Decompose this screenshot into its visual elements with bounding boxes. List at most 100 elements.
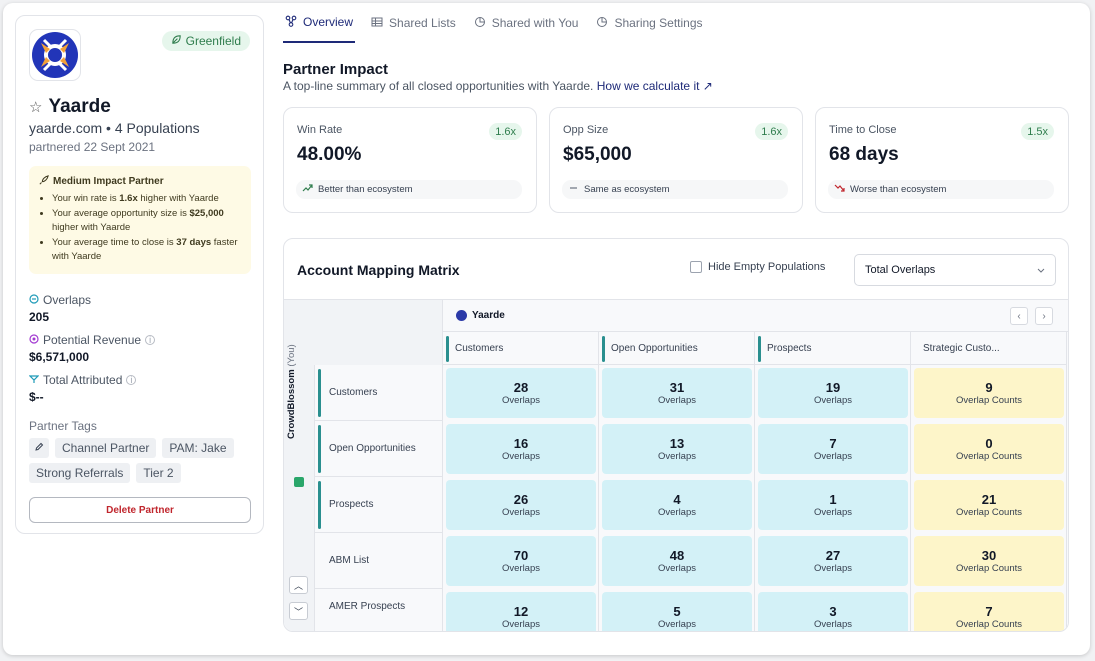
trend-down-icon <box>834 184 845 195</box>
info-icon[interactable]: i <box>145 335 156 345</box>
revenue-icon <box>29 333 39 347</box>
attributed-icon <box>28 373 40 387</box>
metric-select-value: Total Overlaps <box>865 264 936 276</box>
partner-domain-line: yaarde.com • 4 Populations <box>29 120 200 136</box>
tag-pam-jake[interactable]: PAM: Jake <box>162 438 234 458</box>
partnered-date: partnered 22 Sept 2021 <box>29 140 156 154</box>
row-header-open-opportunities: Open Opportunities <box>315 421 443 477</box>
matrix-cell[interactable]: 7 Overlap Counts <box>914 592 1064 631</box>
tab-shared-with-you[interactable]: Shared with You <box>472 3 581 43</box>
delete-partner-button[interactable]: Delete Partner <box>29 497 251 523</box>
row-header-customers: Customers <box>315 365 443 421</box>
overlap-label: Overlaps <box>657 562 696 574</box>
your-company-mini-logo <box>294 477 304 487</box>
tag-tier-2[interactable]: Tier 2 <box>136 463 181 483</box>
hide-empty-populations[interactable]: Hide Empty Populations <box>690 261 825 273</box>
overlap-label: Overlaps <box>501 562 540 574</box>
matrix-cell[interactable]: 1 Overlaps <box>758 480 908 530</box>
tab-shared-lists[interactable]: Shared Lists <box>369 3 458 43</box>
impact-title: Medium Impact Partner <box>39 175 241 188</box>
impact-bullet-win-rate: Your win rate is 1.6x higher with Yaarde <box>52 192 241 207</box>
overlap-count: 31 <box>669 379 685 395</box>
chevron-up-icon: ︿ <box>293 580 303 591</box>
your-populations-side: CrowdBlossom (You) ︿ ﹀ <box>284 344 315 631</box>
overlap-label: Overlaps <box>813 450 852 462</box>
stat-card-opp-size: Opp Size 1.6x $65,000 Same as ecosystem <box>549 107 803 213</box>
matrix-cell[interactable]: 4 Overlaps <box>602 480 752 530</box>
pencil-icon <box>34 441 44 455</box>
matrix-cell[interactable]: 7 Overlaps <box>758 424 908 474</box>
matrix-cell[interactable]: 70 Overlaps <box>446 536 596 586</box>
info-icon[interactable]: i <box>126 375 137 385</box>
grid-line <box>1066 365 1067 631</box>
tag-strong-referrals[interactable]: Strong Referrals <box>29 463 131 483</box>
matrix-cell[interactable]: 21 Overlap Counts <box>914 480 1064 530</box>
scroll-down-button[interactable]: ﹀ <box>289 602 308 620</box>
matrix-cell[interactable]: 5 Overlaps <box>602 592 752 631</box>
overlap-count: 1 <box>829 491 837 507</box>
hide-empty-checkbox[interactable] <box>690 261 702 273</box>
pie-icon <box>596 16 608 31</box>
matrix-cell[interactable]: 13 Overlaps <box>602 424 752 474</box>
rocket-icon <box>39 175 49 188</box>
overlap-count: 21 <box>981 491 997 507</box>
overlap-label: Overlaps <box>657 394 696 406</box>
column-header-customers: Customers <box>443 332 599 365</box>
partner-impact-title: Partner Impact <box>283 61 389 78</box>
overlap-count: 28 <box>513 379 529 395</box>
matrix-cell[interactable]: 27 Overlaps <box>758 536 908 586</box>
matrix-cell[interactable]: 28 Overlaps <box>446 368 596 418</box>
matrix-cell[interactable]: 31 Overlaps <box>602 368 752 418</box>
matrix-cell[interactable]: 26 Overlaps <box>446 480 596 530</box>
matrix-cell[interactable]: 3 Overlaps <box>758 592 908 631</box>
overlaps-icon <box>29 293 39 307</box>
scroll-left-button[interactable]: ‹ <box>1010 307 1028 325</box>
matrix-cell[interactable]: 12 Overlaps <box>446 592 596 631</box>
star-icon[interactable]: ☆ <box>29 99 43 116</box>
overlaps-value: 205 <box>29 310 50 324</box>
matrix-corner <box>284 300 443 365</box>
impact-bullet-time-close: Your average time to close is 37 days fa… <box>52 236 241 265</box>
overlap-count: 0 <box>985 435 993 451</box>
total-attributed-value: $-- <box>29 390 44 404</box>
overlap-count: 16 <box>513 435 529 451</box>
chevron-down-icon <box>1037 264 1045 276</box>
scroll-right-button[interactable]: › <box>1035 307 1053 325</box>
app-window: Greenfield ☆ Yaarde yaarde.com • 4 Popul… <box>3 3 1090 655</box>
how-we-calculate-link[interactable]: How we calculate it ↗ <box>596 79 713 93</box>
overlap-label: Overlaps <box>501 450 540 462</box>
overlap-label: Overlaps <box>813 506 852 518</box>
overlap-count: 13 <box>669 435 685 451</box>
overlap-label: Overlaps <box>501 506 540 518</box>
greenfield-badge-label: Greenfield <box>185 34 241 48</box>
matrix-cell[interactable]: 48 Overlaps <box>602 536 752 586</box>
network-icon <box>285 15 297 30</box>
column-header-open-opportunities: Open Opportunities <box>599 332 755 365</box>
column-header-strategic-custo: Strategic Custo... <box>911 332 1067 365</box>
edit-tags-button[interactable] <box>29 438 49 458</box>
row-header-amer-prospects: AMER Prospects <box>315 589 443 631</box>
overlap-label: Overlaps <box>501 394 540 406</box>
matrix-cell[interactable]: 30 Overlap Counts <box>914 536 1064 586</box>
tab-sharing-settings[interactable]: Sharing Settings <box>594 3 704 43</box>
chevron-right-icon: › <box>1042 310 1046 322</box>
overlap-count: 30 <box>981 547 997 563</box>
metric-select[interactable]: Total Overlaps <box>854 254 1056 286</box>
overlap-label: Overlaps <box>657 618 696 630</box>
greenfield-badge: Greenfield <box>161 31 250 51</box>
partner-header-label: Yaarde <box>456 310 505 321</box>
tag-channel-partner[interactable]: Channel Partner <box>55 438 157 458</box>
matrix-cell[interactable]: 0 Overlap Counts <box>914 424 1064 474</box>
overlap-count: 26 <box>513 491 529 507</box>
overlap-count: 27 <box>825 547 841 563</box>
matrix-cell[interactable]: 16 Overlaps <box>446 424 596 474</box>
overlaps-label: Overlaps <box>29 293 91 307</box>
matrix-cell[interactable]: 19 Overlaps <box>758 368 908 418</box>
partner-mini-logo <box>456 310 467 321</box>
impact-bullet-opp-size: Your average opportunity size is $25,000… <box>52 207 241 236</box>
tab-overview[interactable]: Overview <box>283 3 356 43</box>
stat-label: Win Rate <box>297 124 343 136</box>
matrix-cell[interactable]: 9 Overlap Counts <box>914 368 1064 418</box>
overlap-label: Overlap Counts <box>955 394 1022 406</box>
scroll-up-button[interactable]: ︿ <box>289 576 308 594</box>
